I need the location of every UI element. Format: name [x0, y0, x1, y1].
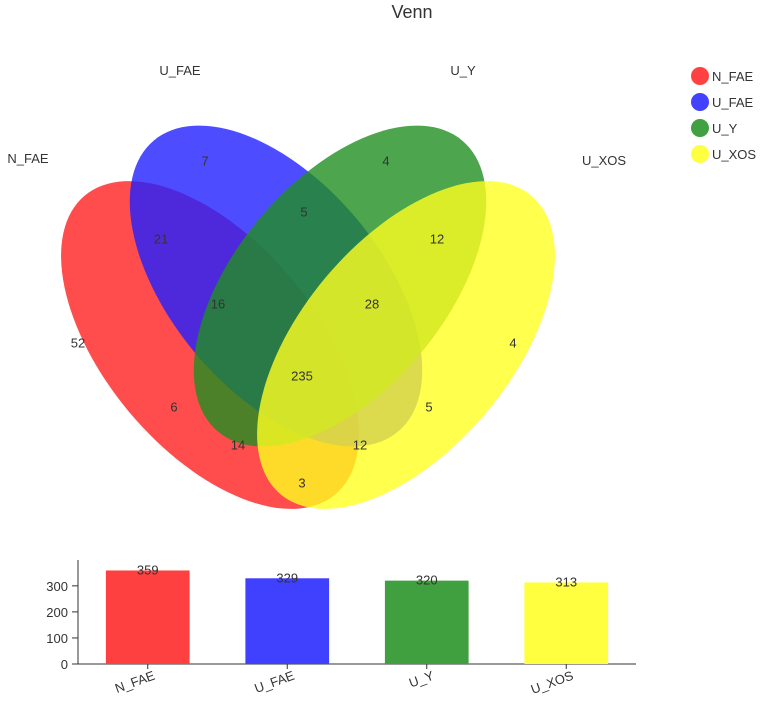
- bar-category-label-n-fae: N_FAE: [113, 668, 157, 696]
- venn-set-label-u-fae: U_FAE: [159, 63, 201, 78]
- bar-category-label-u-xos: U_XOS: [529, 668, 576, 697]
- venn-region-value-n-fae: 52: [71, 335, 85, 350]
- bar-y-tick-label-200: 200: [46, 605, 68, 620]
- bar-category-label-u-fae: U_FAE: [252, 668, 296, 696]
- legend-marker-u-y: [691, 119, 709, 137]
- venn-region-value-n-fae-u-fae-u-y: 16: [211, 296, 225, 311]
- legend-marker-u-xos: [691, 145, 709, 163]
- venn-region-value-u-y-u-xos: 12: [430, 231, 444, 246]
- venn-region-value-n-fae-u-xos: 3: [298, 475, 305, 490]
- venn-region-value-u-xos: 4: [509, 335, 516, 350]
- bar-value-label-u-xos: 313: [555, 574, 577, 589]
- bar-value-label-u-y: 320: [416, 573, 438, 588]
- bar-category-label-u-y: U_Y: [407, 668, 436, 691]
- venn-region-value-u-fae-u-y: 5: [300, 204, 307, 219]
- venn-region-value-n-fae-u-fae-u-xos: 12: [353, 437, 367, 452]
- venn-region-value-n-fae-u-y: 6: [170, 399, 177, 414]
- venn-set-labels: N_FAE U_FAE U_Y U_XOS: [7, 63, 626, 168]
- venn-set-label-u-xos: U_XOS: [582, 153, 626, 168]
- bar-y-tick-label-100: 100: [46, 631, 68, 646]
- bar-value-label-u-fae: 329: [276, 570, 298, 585]
- legend-label-u-fae: U_FAE: [712, 95, 754, 110]
- bar-n-fae: [105, 570, 190, 664]
- venn-ellipses: [61, 125, 555, 509]
- venn-set-label-u-y: U_Y: [450, 63, 476, 78]
- bar-y-tick-label-0: 0: [61, 657, 68, 672]
- legend: N_FAE U_FAE U_Y U_XOS: [691, 67, 756, 163]
- venn-set-label-n-fae: N_FAE: [7, 151, 49, 166]
- bar-chart: 0 100 200 300 359 N_FAE 329 U_FAE 320 U_Y 313 U_XOS: [46, 560, 636, 697]
- venn-region-value-n-fae-u-y-u-xos: 14: [231, 437, 245, 452]
- venn-region-value-u-y: 4: [382, 153, 389, 168]
- venn-title: Venn: [391, 2, 432, 22]
- bar-u-xos: [524, 582, 609, 664]
- legend-marker-n-fae: [691, 67, 709, 85]
- legend-label-n-fae: N_FAE: [712, 69, 754, 84]
- bar-y-tick-label-300: 300: [46, 579, 68, 594]
- venn-ellipse-u-xos: [257, 181, 555, 509]
- venn-region-value-n-fae-u-fae-u-y-u-xos: 235: [291, 368, 313, 383]
- legend-marker-u-fae: [691, 93, 709, 111]
- venn-region-value-u-fae-u-xos: 5: [425, 399, 432, 414]
- venn-region-value-n-fae-u-fae: 21: [154, 231, 168, 246]
- bar-u-fae: [245, 578, 330, 664]
- bar-value-label-n-fae: 359: [137, 562, 159, 577]
- bar-u-y: [384, 580, 469, 664]
- legend-label-u-y: U_Y: [712, 121, 738, 136]
- venn-region-value-u-fae: 7: [201, 153, 208, 168]
- venn-region-values: 52 7 4 4 21 5 12 6 5 3 16 28 14 12 235: [71, 153, 517, 490]
- legend-label-u-xos: U_XOS: [712, 147, 756, 162]
- venn-region-value-u-fae-u-y-u-xos: 28: [365, 296, 379, 311]
